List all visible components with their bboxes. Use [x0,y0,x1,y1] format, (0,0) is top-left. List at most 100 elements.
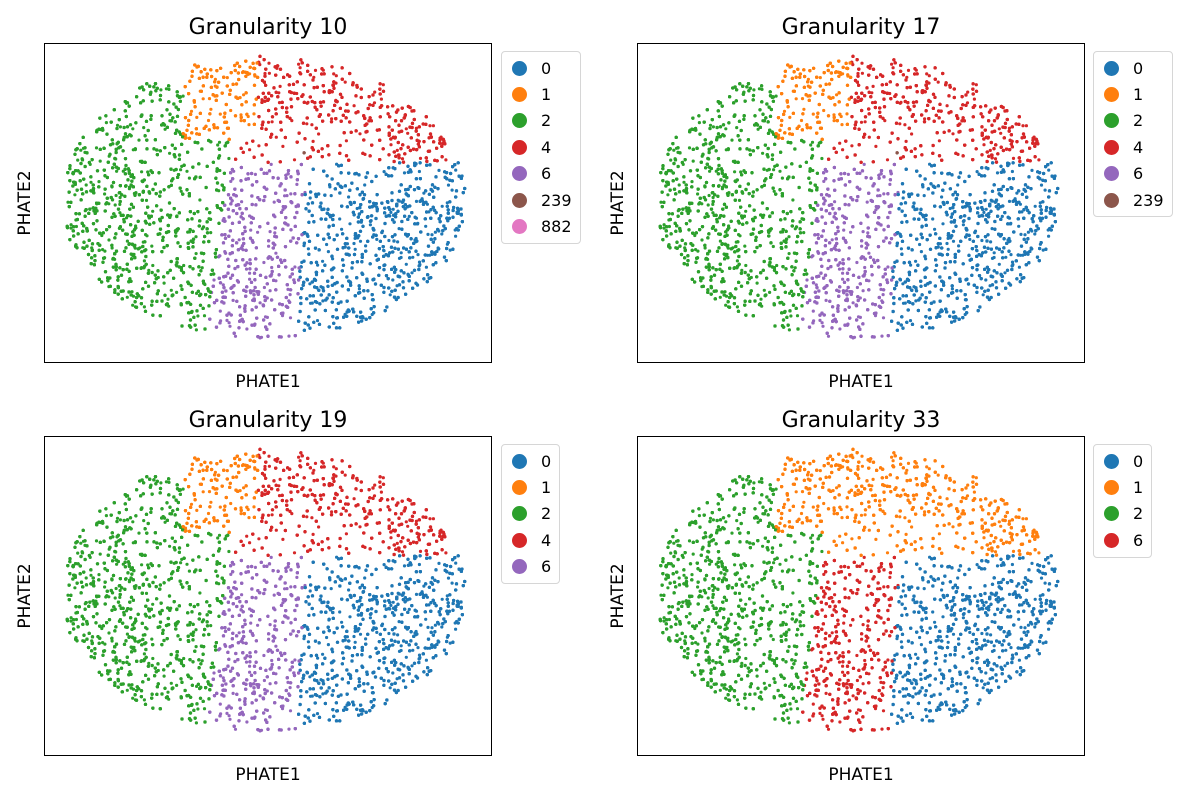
data-point [306,247,310,251]
data-point [118,125,122,129]
data-point [194,252,198,256]
data-point [151,209,155,213]
data-point [404,127,408,131]
data-point [221,283,225,287]
data-point [295,182,299,186]
data-point [257,144,261,148]
data-point [315,319,320,323]
data-point [240,200,244,204]
data-point [418,156,423,160]
data-point [314,273,319,277]
data-point [187,176,191,180]
data-point [285,194,289,198]
data-point [396,240,400,244]
data-point [448,248,452,252]
data-point [245,327,249,331]
data-point [164,87,168,91]
data-point [450,188,454,192]
data-point [229,108,233,113]
data-point [73,193,77,197]
data-point [308,196,312,200]
data-point [225,318,229,322]
data-point [270,120,274,124]
data-point [311,139,315,143]
data-point [353,247,357,251]
data-point [163,127,167,131]
data-point [66,200,70,204]
data-point [114,193,118,198]
data-point [305,122,309,126]
data-point [283,194,287,198]
data-point [400,157,405,161]
data-point [353,236,357,240]
data-point [248,148,252,152]
data-point [118,195,122,200]
data-point [424,265,428,269]
data-point [162,281,166,285]
data-point [209,231,213,235]
data-point [181,94,185,98]
data-point [146,170,150,174]
data-point [107,238,111,242]
data-point [363,183,367,187]
data-point [104,121,108,125]
data-point [202,314,207,318]
data-point [373,90,377,94]
scatter-points [65,54,467,340]
data-point [289,192,293,196]
data-point [379,97,383,101]
data-point [347,195,351,199]
data-point [113,203,117,207]
data-point [277,101,282,105]
data-point [290,119,294,123]
data-point [189,109,194,113]
data-point [125,239,129,243]
data-point [332,72,336,76]
data-point [239,119,243,123]
data-point [144,198,149,202]
data-point [194,328,198,332]
data-point [402,171,407,175]
data-point [103,192,107,196]
data-point [270,265,274,270]
data-point [218,309,222,313]
data-point [372,101,377,105]
data-point [125,295,129,299]
data-point [217,140,222,144]
data-point [256,230,260,234]
data-point [389,143,393,147]
data-point [140,170,144,174]
data-point [94,146,99,150]
data-point [293,265,297,269]
data-point [169,288,173,292]
data-point [273,231,277,235]
data-point [269,162,273,166]
data-point [198,198,202,202]
data-point [239,113,243,117]
data-point [69,226,73,230]
data-point [344,139,348,143]
data-point [166,297,170,301]
data-point [334,74,338,78]
data-point [231,298,235,302]
data-point [437,168,441,172]
data-point [414,199,419,203]
data-point [209,272,213,277]
data-point [247,123,251,127]
data-point [260,98,264,102]
data-point [150,244,154,248]
data-point [229,179,233,183]
data-point [277,91,281,95]
data-point [417,169,421,174]
data-point [183,133,188,137]
data-point [263,315,268,319]
data-point [115,123,120,127]
data-point [430,233,434,237]
data-point [248,271,252,275]
data-point [358,239,363,243]
data-point [414,126,418,130]
data-point [410,271,414,275]
data-point [200,266,204,270]
data-point [274,135,278,139]
data-point [288,316,293,320]
